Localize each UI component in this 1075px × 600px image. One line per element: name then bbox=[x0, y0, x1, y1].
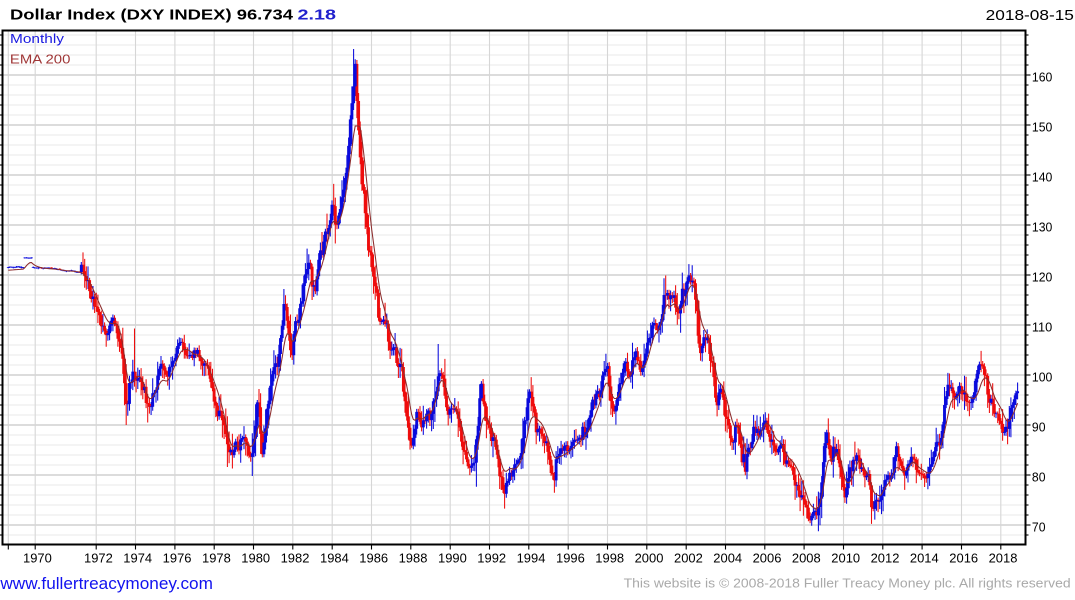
svg-text:1974: 1974 bbox=[123, 552, 152, 566]
svg-text:150: 150 bbox=[1032, 121, 1052, 135]
svg-text:1970: 1970 bbox=[23, 552, 52, 566]
svg-text:2.18: 2.18 bbox=[298, 8, 337, 24]
svg-text:www.fullertreacymoney.com: www.fullertreacymoney.com bbox=[0, 575, 213, 593]
svg-text:1984: 1984 bbox=[320, 552, 349, 566]
svg-text:EMA 200: EMA 200 bbox=[10, 51, 71, 66]
svg-text:2016: 2016 bbox=[949, 552, 978, 566]
svg-text:1998: 1998 bbox=[595, 552, 624, 566]
svg-text:120: 120 bbox=[1032, 271, 1052, 285]
svg-text:2006: 2006 bbox=[753, 552, 782, 566]
svg-text:2008: 2008 bbox=[792, 552, 821, 566]
svg-text:160: 160 bbox=[1032, 71, 1052, 85]
svg-text:70: 70 bbox=[1032, 521, 1046, 535]
svg-text:1980: 1980 bbox=[241, 552, 270, 566]
svg-text:2014: 2014 bbox=[910, 552, 939, 566]
svg-text:1994: 1994 bbox=[517, 552, 546, 566]
svg-text:1972: 1972 bbox=[84, 552, 113, 566]
svg-text:1996: 1996 bbox=[556, 552, 585, 566]
svg-text:2012: 2012 bbox=[871, 552, 900, 566]
svg-text:100: 100 bbox=[1032, 371, 1052, 385]
svg-text:130: 130 bbox=[1032, 221, 1052, 235]
svg-text:1978: 1978 bbox=[202, 552, 231, 566]
svg-text:2018: 2018 bbox=[989, 552, 1018, 566]
svg-text:1976: 1976 bbox=[163, 552, 192, 566]
svg-text:This website is © 2008-2018 Fu: This website is © 2008-2018 Fuller Treac… bbox=[624, 575, 1071, 590]
svg-text:140: 140 bbox=[1032, 171, 1052, 185]
svg-text:90: 90 bbox=[1032, 421, 1046, 435]
svg-text:Monthly: Monthly bbox=[10, 31, 65, 46]
svg-text:110: 110 bbox=[1032, 321, 1052, 335]
svg-text:2010: 2010 bbox=[831, 552, 860, 566]
svg-text:Dollar Index (DXY INDEX) 96.73: Dollar Index (DXY INDEX) 96.734 bbox=[10, 8, 293, 24]
svg-text:80: 80 bbox=[1032, 471, 1046, 485]
svg-text:2000: 2000 bbox=[635, 552, 664, 566]
svg-text:2002: 2002 bbox=[674, 552, 703, 566]
svg-text:1982: 1982 bbox=[281, 552, 310, 566]
svg-text:2018-08-15: 2018-08-15 bbox=[986, 7, 1074, 24]
svg-text:1988: 1988 bbox=[399, 552, 428, 566]
svg-text:2004: 2004 bbox=[713, 552, 742, 566]
svg-text:1990: 1990 bbox=[438, 552, 467, 566]
svg-text:1992: 1992 bbox=[477, 552, 506, 566]
svg-text:1986: 1986 bbox=[359, 552, 388, 566]
